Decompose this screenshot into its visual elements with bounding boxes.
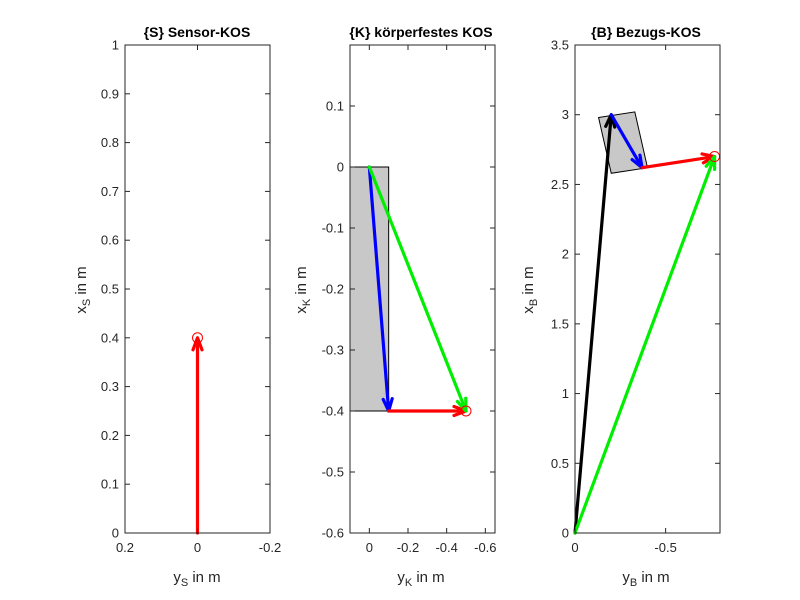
y-tick-label: 0.5: [101, 282, 119, 297]
y-tick-label: 0.6: [101, 233, 119, 248]
x-axis-label: yK in m: [397, 569, 444, 589]
y-tick-label: 0: [337, 160, 344, 175]
y-tick-label: 0.1: [326, 99, 344, 114]
y-axis-label-unit: in m: [73, 266, 90, 299]
y-axis-label-base: x: [520, 306, 537, 314]
y-tick-label: -0.3: [322, 343, 344, 358]
y-tick-label: 0.8: [101, 135, 119, 150]
y-axis-label-unit: in m: [520, 266, 537, 299]
x-tick-label: -0.4: [435, 540, 457, 555]
x-axis-label-unit: in m: [188, 569, 221, 586]
x-tick-label: 0.2: [116, 540, 134, 555]
x-axis-label-subscript: K: [405, 577, 413, 589]
y-axis-label-unit: in m: [293, 266, 310, 299]
y-axis-label-base: x: [73, 306, 90, 314]
x-axis-label-subscript: S: [181, 577, 188, 589]
y-tick-label: -0.6: [322, 526, 344, 541]
panel-koerperfestes-kos: {K} körperfestes KOS 0 -0.2 -0.4 -0.6 -0.6 -0…: [293, 24, 497, 589]
x-axis-label-base: y: [397, 569, 405, 586]
y-tick-label: -0.2: [322, 282, 344, 297]
y-axis-label-base: x: [293, 306, 310, 314]
y-tick-label: 1.5: [551, 316, 569, 331]
x-tick-label: 0: [571, 540, 578, 555]
vector-arrow: [191, 336, 204, 535]
y-tick-label: 0.5: [551, 456, 569, 471]
panel-title: {K} körperfestes KOS: [349, 24, 492, 40]
x-axis-label-base: y: [173, 569, 181, 586]
panel-title: {B} Bezugs-KOS: [591, 24, 701, 40]
x-axis-label-subscript: B: [630, 577, 637, 589]
x-axis-label: yS in m: [173, 569, 220, 589]
y-axis-label-subscript: K: [301, 298, 313, 306]
y-axis-label: xS in m: [73, 266, 93, 313]
y-tick-label: 2.5: [551, 177, 569, 192]
panel-bezugs-kos: {B} Bezugs-KOS 0 -0.5 0 0.5 1 1.5 2 2.5 3 3.5 yB …: [520, 24, 721, 589]
x-tick-label: -0.6: [474, 540, 496, 555]
axes-box: [574, 44, 721, 534]
x-tick-label: 0: [194, 540, 201, 555]
x-axis-label-unit: in m: [412, 569, 445, 586]
y-tick-label: -0.1: [322, 221, 344, 236]
endpoint-marker: [460, 405, 472, 417]
y-tick-label: 0: [562, 526, 569, 541]
y-tick-label: -0.4: [322, 404, 344, 419]
x-tick-label: 0: [366, 540, 373, 555]
y-tick-label: 3: [562, 107, 569, 122]
x-axis-label-base: y: [622, 569, 630, 586]
vector-arrow: [573, 154, 717, 535]
y-axis-label: xK in m: [293, 266, 313, 313]
x-tick-label: -0.2: [259, 540, 281, 555]
y-tick-label: 0.9: [101, 86, 119, 101]
y-tick-label: 0.4: [101, 330, 119, 345]
y-axis-label-subscript: B: [528, 299, 540, 306]
y-axis-label: xB in m: [520, 266, 540, 313]
vector-arrow: [367, 165, 468, 413]
y-tick-label: 1: [562, 386, 569, 401]
x-tick-label: -0.5: [654, 540, 676, 555]
y-axis-label-subscript: S: [81, 299, 93, 306]
y-tick-label: 2: [562, 247, 569, 262]
y-tick-label: 3.5: [551, 38, 569, 53]
y-tick-label: 0.2: [101, 428, 119, 443]
y-tick-label: 0.7: [101, 184, 119, 199]
x-tick-label: -0.2: [397, 540, 419, 555]
y-tick-label: 0.1: [101, 477, 119, 492]
x-axis-label-unit: in m: [637, 569, 670, 586]
y-tick-label: 0.3: [101, 379, 119, 394]
y-tick-label: -0.5: [322, 465, 344, 480]
panel-title: {S} Sensor-KOS: [144, 24, 251, 40]
y-tick-label: 0: [112, 526, 119, 541]
x-axis-label: yB in m: [622, 569, 669, 589]
panel-sensor-kos: {S} Sensor-KOS 0.2 0 -0.200.10.20.30.40.50…: [73, 24, 281, 589]
y-tick-label: 1: [112, 38, 119, 53]
endpoint-marker: [192, 332, 203, 344]
